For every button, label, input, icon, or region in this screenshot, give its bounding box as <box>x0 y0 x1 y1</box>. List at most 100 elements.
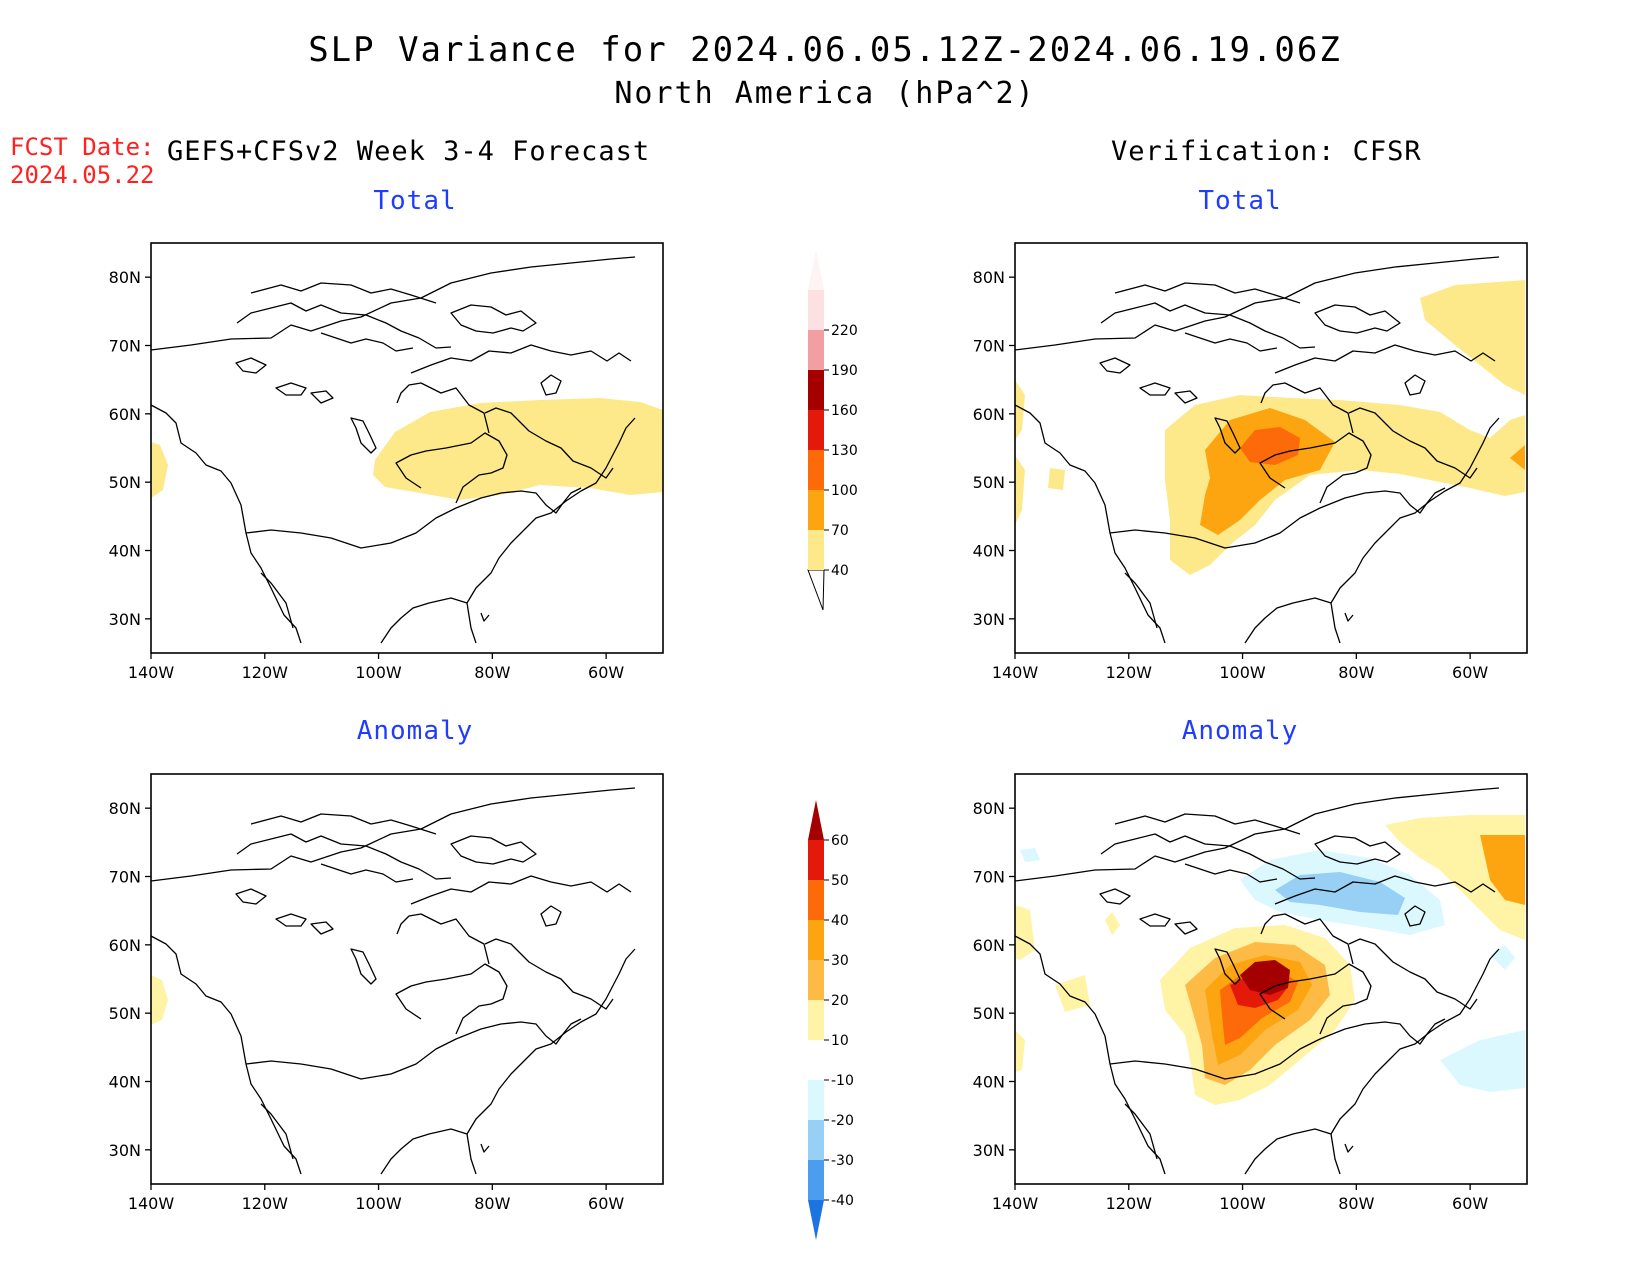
panel-title-verification-anomaly: Anomaly <box>1181 716 1299 746</box>
lat-label: 60N <box>973 405 1005 424</box>
lat-label: 80N <box>973 268 1005 287</box>
lon-label: 80W <box>1338 663 1374 682</box>
anomaly-colorbar-label: -40 <box>831 1193 854 1209</box>
field-region <box>1105 912 1120 935</box>
field-region <box>1480 835 1525 905</box>
total-colorbar-low-extension <box>807 569 825 611</box>
field-region <box>1020 848 1040 862</box>
anomaly-colorbar-swatch <box>808 1120 824 1160</box>
lat-label: 60N <box>973 936 1005 955</box>
lat-label: 80N <box>109 268 141 287</box>
total-colorbar-swatch <box>808 490 824 530</box>
lon-label: 60W <box>1452 1194 1488 1213</box>
total-colorbar-swatch <box>808 530 824 570</box>
verification-total-shading <box>1015 280 1525 575</box>
field-region <box>1015 380 1025 440</box>
lat-label: 50N <box>109 1004 141 1023</box>
map-frame-verification-total <box>1014 242 1528 654</box>
verification-anomaly-shading <box>1015 815 1525 1105</box>
anomaly-colorbar-label: 50 <box>831 873 849 889</box>
lat-label: 60N <box>109 936 141 955</box>
anomaly-colorbar-swatch <box>808 960 824 1000</box>
lat-label: 70N <box>973 868 1005 887</box>
field-region <box>1420 280 1525 395</box>
anomaly-colorbar-label: -20 <box>831 1113 854 1129</box>
total-colorbar-label: 220 <box>831 323 858 339</box>
lon-label: 80W <box>474 1194 510 1213</box>
lat-label: 50N <box>973 473 1005 492</box>
lat-label: 30N <box>109 1141 141 1160</box>
anomaly-colorbar-swatch <box>808 920 824 960</box>
field-region <box>1015 455 1025 525</box>
lat-label: 80N <box>973 799 1005 818</box>
lon-label: 100W <box>1219 663 1266 682</box>
field-region <box>1048 468 1065 490</box>
lon-label: 120W <box>1106 1194 1153 1213</box>
lat-label: 80N <box>109 799 141 818</box>
anomaly-colorbar-swatch <box>808 1160 824 1200</box>
panel-title-forecast-total: Total <box>373 186 457 216</box>
lat-label: 40N <box>109 542 141 561</box>
map-frame-forecast-total <box>150 242 664 654</box>
lon-label: 60W <box>588 663 624 682</box>
forecast-header: GEFS+CFSv2 Week 3-4 Forecast <box>167 136 651 167</box>
verification-header: Verification: CFSR <box>1111 136 1422 167</box>
lat-label: 40N <box>109 1073 141 1092</box>
anomaly-colorbar-low-extension <box>808 1200 824 1240</box>
field-region <box>1510 445 1525 470</box>
lon-label: 120W <box>242 1194 289 1213</box>
anomaly-colorbar-swatch <box>808 840 824 880</box>
lat-label: 40N <box>973 1073 1005 1092</box>
panel-title-forecast-anomaly: Anomaly <box>356 716 474 746</box>
forecast-total-shading <box>151 398 663 500</box>
total-colorbar-label: 40 <box>831 563 849 579</box>
field-region <box>151 442 168 498</box>
forecast-anomaly-shading <box>151 975 168 1025</box>
total-colorbar-label: 130 <box>831 443 858 459</box>
lon-label: 100W <box>355 1194 402 1213</box>
main-subtitle: North America (hPa^2) <box>614 76 1036 111</box>
lat-label: 70N <box>109 868 141 887</box>
field-region <box>1275 872 1405 915</box>
field-region <box>151 975 168 1025</box>
fcst-date-label: FCST Date: <box>10 133 155 161</box>
anomaly-colorbar-label: -10 <box>831 1073 854 1089</box>
field-region <box>1015 1030 1025 1072</box>
lat-label: 70N <box>109 337 141 356</box>
lon-label: 140W <box>992 1194 1039 1213</box>
map-frame-verification-anomaly <box>1014 773 1528 1185</box>
lat-label: 50N <box>973 1004 1005 1023</box>
lat-label: 30N <box>973 610 1005 629</box>
lat-label: 70N <box>973 337 1005 356</box>
total-colorbar-swatch <box>808 370 824 410</box>
lon-label: 60W <box>588 1194 624 1213</box>
total-colorbar-label: 100 <box>831 483 858 499</box>
total-colorbar-swatch <box>808 450 824 490</box>
field-region <box>373 398 663 500</box>
main-title: SLP Variance for 2024.06.05.12Z-2024.06.… <box>308 30 1342 70</box>
anomaly-colorbar-label: 10 <box>831 1033 849 1049</box>
lon-label: 120W <box>242 663 289 682</box>
panel-title-verification-total: Total <box>1198 186 1282 216</box>
anomaly-colorbar-label: 40 <box>831 913 849 929</box>
lon-label: 140W <box>128 663 175 682</box>
total-colorbar-label: 70 <box>831 523 849 539</box>
total-colorbar-high-extension <box>808 250 824 290</box>
lon-label: 60W <box>1452 663 1488 682</box>
field-region <box>1055 975 1090 1012</box>
lon-label: 100W <box>355 663 402 682</box>
coastline-forecast-anomaly <box>150 787 636 1175</box>
lon-label: 120W <box>1106 663 1153 682</box>
lon-label: 80W <box>1338 1194 1374 1213</box>
total-colorbar-label: 190 <box>831 363 858 379</box>
lon-label: 140W <box>992 663 1039 682</box>
anomaly-colorbar-label: -30 <box>831 1153 854 1169</box>
field-region <box>1440 1030 1525 1092</box>
total-colorbar-swatch <box>808 290 824 330</box>
anomaly-colorbar-swatch <box>808 1040 824 1080</box>
anomaly-colorbar-label: 60 <box>831 833 849 849</box>
field-region <box>1015 905 1035 960</box>
anomaly-colorbar-high-extension <box>808 800 824 840</box>
lon-label: 80W <box>474 663 510 682</box>
